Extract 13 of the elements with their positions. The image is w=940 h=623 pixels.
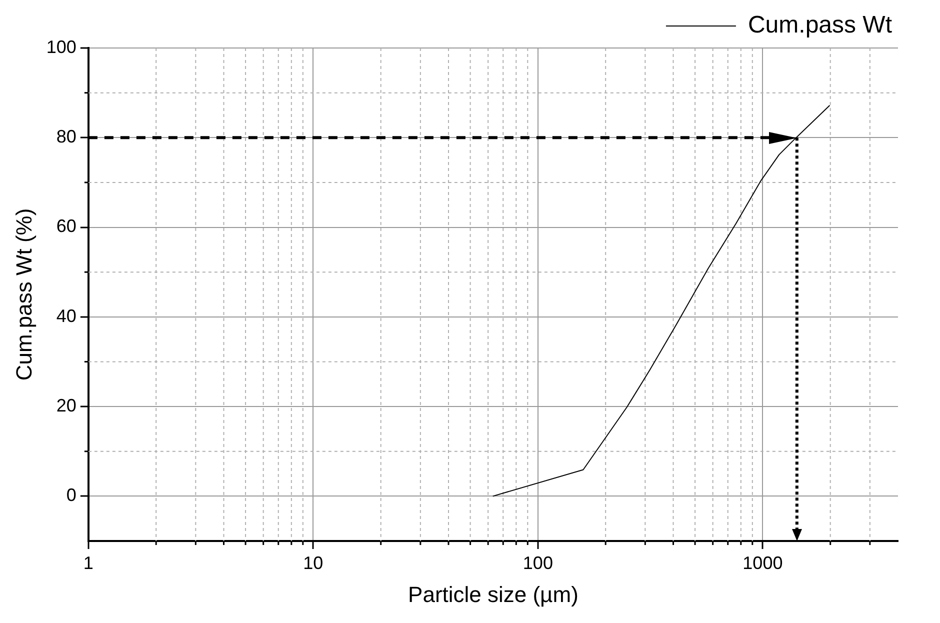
x-tick-label: 1 [83, 552, 94, 573]
x-axis-title: Particle size (µm) [408, 582, 578, 607]
y-axis-title: Cum.pass Wt (%) [11, 208, 36, 381]
y-tick-label: 0 [66, 485, 76, 506]
y-tick-label: 60 [56, 216, 76, 236]
x-tick-label: 1000 [742, 552, 783, 573]
y-tick-label: 80 [56, 126, 76, 147]
x-tick-label: 10 [303, 552, 324, 573]
x-tick-label: 100 [522, 552, 553, 573]
y-tick-label: 20 [56, 396, 76, 416]
legend-label: Cum.pass Wt [748, 12, 892, 39]
y-tick-label: 100 [46, 36, 76, 57]
y-tick-label: 40 [56, 306, 76, 326]
